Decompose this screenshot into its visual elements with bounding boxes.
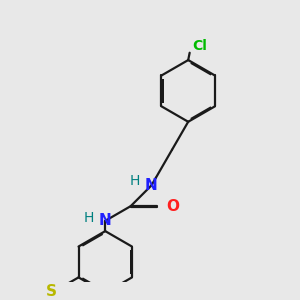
- Text: O: O: [166, 199, 179, 214]
- Text: N: N: [145, 178, 158, 193]
- Text: S: S: [46, 284, 57, 299]
- Text: Cl: Cl: [193, 39, 208, 53]
- Text: H: H: [84, 211, 94, 225]
- Text: N: N: [99, 213, 112, 228]
- Text: H: H: [130, 174, 140, 188]
